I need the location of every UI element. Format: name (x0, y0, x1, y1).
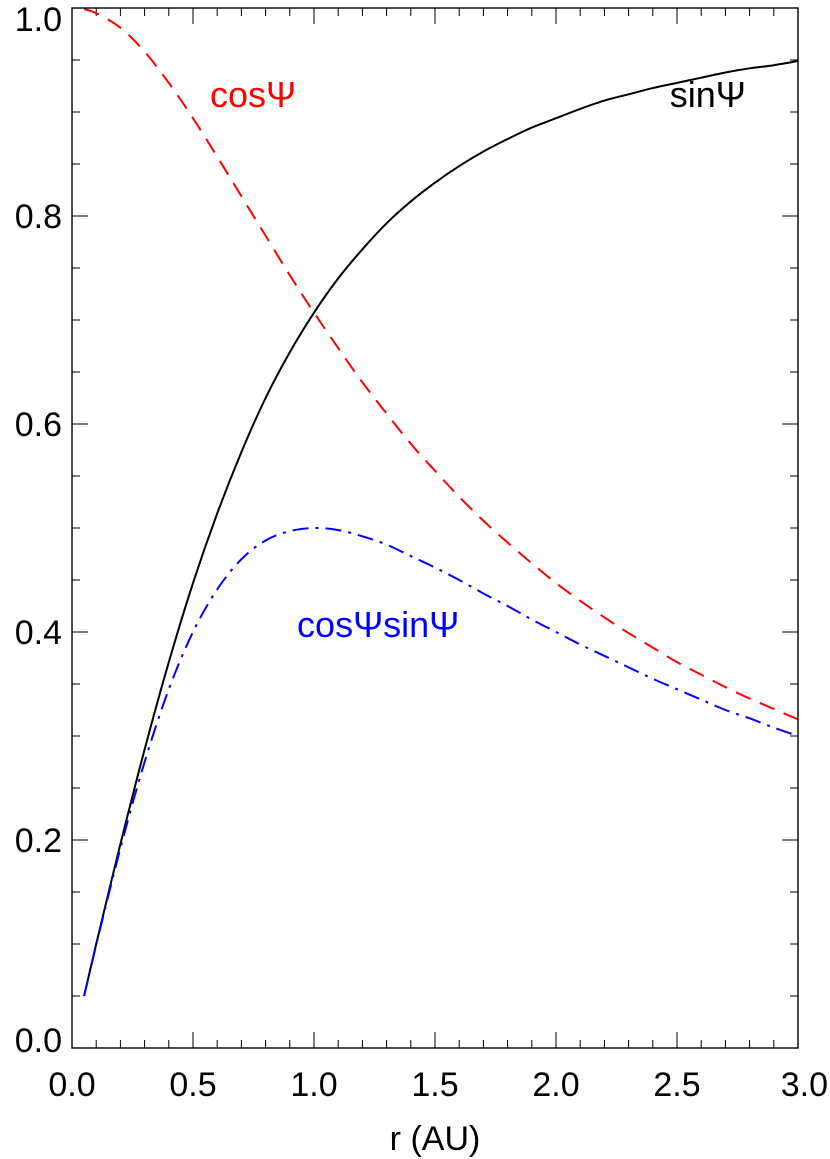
x-axis-title: r (AU) (390, 1120, 481, 1158)
y-tick-label: 0.6 (15, 406, 62, 444)
y-tick-label: 0.8 (15, 198, 62, 236)
series-lines (83, 8, 799, 997)
series-label: cosΨ (210, 74, 296, 115)
x-tick-label: 2.0 (532, 1066, 579, 1104)
x-tick-label: 2.5 (653, 1066, 700, 1104)
x-tick-label: 0.0 (48, 1066, 95, 1104)
y-tick-label: 1.0 (15, 1, 62, 39)
y-tick-label: 0.4 (15, 614, 62, 652)
x-tick-label: 1.0 (290, 1066, 337, 1104)
plot-frame (71, 7, 799, 1049)
y-tick-label: 0.0 (15, 1022, 62, 1060)
series-cos-psi-sin-psi-line (83, 526, 799, 997)
x-tick-label: 0.5 (169, 1066, 216, 1104)
series-cos-psi-line (83, 8, 799, 721)
x-tick-label: 3.0 (781, 1066, 828, 1104)
series-sin-psi-line (83, 60, 799, 997)
x-tick-label: 1.5 (411, 1066, 458, 1104)
series-label: sinΨ (670, 74, 746, 115)
y-tick-label: 0.2 (15, 822, 62, 860)
series-label: cosΨsinΨ (297, 604, 459, 645)
tick-labels: 0.0 0.5 1.0 1.5 2.0 2.5 3.0 0.0 0.2 0.4 0.6 0.8 1.0 (15, 1, 828, 1104)
